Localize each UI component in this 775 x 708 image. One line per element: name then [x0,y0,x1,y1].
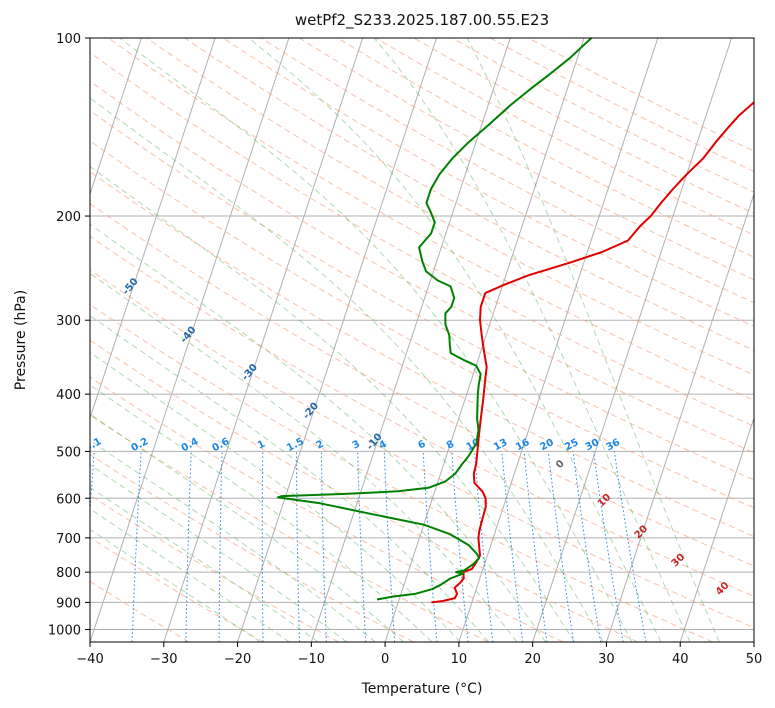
y-tick-label: 200 [56,210,81,225]
profile-series [276,38,754,604]
temperature-profile-line [431,100,754,604]
isotherm-line [90,38,216,420]
y-tick-label: 500 [56,445,81,460]
moist-adiabat [90,439,376,642]
y-tick-label: 100 [56,32,81,47]
x-tick-label: −20 [224,652,251,667]
y-tick-label: 600 [56,492,81,507]
mixing-ratio-label: 4 [377,439,388,452]
mixing-ratio-lines [90,451,647,642]
moist-adiabat [90,272,518,642]
dry-adiabat [90,339,639,642]
mixing-ratio-line [572,451,602,642]
y-tick-label: 1000 [48,623,81,638]
isotherm-line [90,38,142,196]
x-tick-label: −10 [298,652,325,667]
isotherm-line [679,416,754,642]
mixing-ratio-label: 1 [256,439,267,452]
moist-adiabat [90,528,261,642]
mixing-ratio-line [501,451,524,642]
dry-adiabats [90,38,754,642]
moist-adiabat [119,38,633,642]
dry-adiabat [90,235,754,597]
x-tick-label: 0 [381,652,389,667]
dry-adiabat [90,453,414,642]
dry-adiabat [90,110,754,481]
isotherm-line [605,192,754,642]
dry-adiabat [146,38,754,376]
isotherm-line [532,38,733,642]
moist-adiabat [90,97,604,642]
plot-area: 0.10.20.40.611.52346810131620253036-100-… [90,38,754,642]
isobar-gridlines [90,38,754,630]
isotherm-line [458,38,659,642]
moist-adiabat [373,38,691,642]
mixing-ratio-line [593,451,624,642]
mixing-ratio-line [474,451,494,642]
mixing-ratio-label: 2 [315,439,326,452]
mixing-ratio-line [523,451,548,642]
x-tick-label: −40 [76,652,103,667]
x-tick-label: 50 [746,652,763,667]
dry-adiabat [184,38,754,351]
mixing-ratio-line [547,451,574,642]
dewpoint-profile-line [276,38,593,601]
y-tick-label: 300 [56,314,81,329]
dry-adiabat [90,414,489,642]
moist-adiabat [466,38,720,642]
plot-frame [89,37,755,643]
moist-adiabat [90,464,347,642]
mixing-ratio-label: 8 [445,439,456,452]
x-tick-label: 10 [451,652,468,667]
moist-adiabat [90,508,290,642]
isotherm-line [163,38,364,642]
isotherm-line [90,38,290,642]
y-axis-label: Pressure (hPa) [13,290,29,390]
y-tick-label: 400 [56,388,81,403]
x-tick-label: 20 [524,652,541,667]
dry-adiabat [90,202,754,567]
isotherm-line [237,38,437,642]
y-tick-label: 700 [56,532,81,547]
chart-title: wetPf2_S233.2025.187.00.55.E23 [295,11,549,30]
x-tick-label: −30 [150,652,177,667]
x-tick-label: 30 [598,652,615,667]
moist-adiabat [90,351,461,642]
moist-adiabat [90,413,404,642]
mixing-ratio-label: 3 [351,439,362,452]
y-axis-ticks: 100 200 300 400 500 600 700 800 900 1000 [48,32,90,638]
x-axis-label: Temperature (°C) [361,681,483,697]
moist-adiabat [248,38,662,642]
moist-adiabats [90,38,720,642]
dry-adiabat [90,376,564,642]
dry-adiabat [90,269,754,629]
dry-adiabat [90,80,754,454]
mixing-ratio-label: 6 [416,439,427,452]
x-tick-label: 40 [672,652,689,667]
dry-adiabat [90,303,713,642]
dry-adiabat [90,580,190,642]
moist-adiabat [90,223,547,642]
y-tick-label: 800 [56,566,81,581]
moist-adiabat [90,315,489,642]
x-axis-ticks: −40 −30 −20 −10 0 10 20 30 40 50 [76,642,762,667]
y-tick-label: 900 [56,596,81,611]
dry-adiabat [260,38,754,304]
moist-adiabat [90,486,319,642]
isotherm-line [384,38,585,642]
moist-adiabat [90,384,433,642]
dry-adiabat [90,536,265,642]
